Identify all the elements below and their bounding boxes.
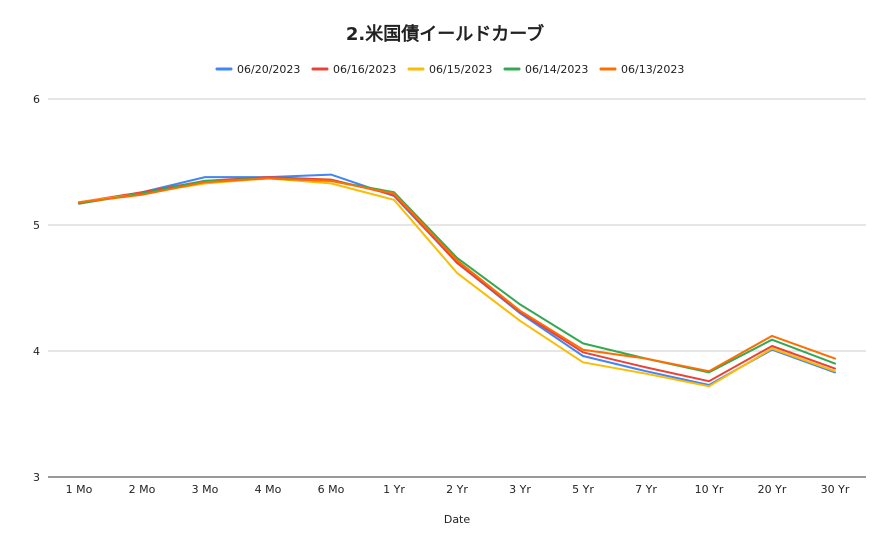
x-tick-label: 20 Yr xyxy=(758,483,787,496)
x-tick-label: 2 Yr xyxy=(446,483,468,496)
y-tick-label: 4 xyxy=(33,345,40,358)
series-line-0[interactable] xyxy=(78,173,836,386)
x-tick-label: 4 Mo xyxy=(255,483,282,496)
legend-label: 06/13/2023 xyxy=(621,63,684,76)
y-tick-label: 6 xyxy=(33,93,40,106)
x-tick-label: 3 Yr xyxy=(509,483,531,496)
x-tick-label: 30 Yr xyxy=(821,483,850,496)
series-line-3[interactable] xyxy=(78,177,836,374)
x-tick-label: 3 Mo xyxy=(192,483,219,496)
gridlines xyxy=(48,98,866,478)
legend-label: 06/20/2023 xyxy=(237,63,300,76)
legend-item[interactable]: 06/20/2023 xyxy=(215,63,300,76)
legend: 06/20/2023 06/16/2023 06/15/2023 06/14/2023… xyxy=(215,63,684,76)
x-tick-label: 5 Yr xyxy=(572,483,594,496)
legend-item[interactable]: 06/13/2023 xyxy=(599,63,684,76)
legend-label: 06/16/2023 xyxy=(333,63,396,76)
legend-label: 06/15/2023 xyxy=(429,63,492,76)
y-tick-label: 3 xyxy=(33,471,40,484)
chart-title: 2.米国債イールドカーブ xyxy=(346,23,544,45)
x-axis-title: Date xyxy=(444,513,471,526)
legend-item[interactable]: 06/14/2023 xyxy=(503,63,588,76)
legend-label: 06/14/2023 xyxy=(525,63,588,76)
y-axis-ticks: 3 4 5 6 xyxy=(33,93,40,484)
x-tick-label: 1 Yr xyxy=(383,483,405,496)
x-tick-label: 7 Yr xyxy=(635,483,657,496)
series-line-2[interactable] xyxy=(78,177,836,388)
legend-item[interactable]: 06/16/2023 xyxy=(311,63,396,76)
y-tick-label: 5 xyxy=(33,219,40,232)
series-lines xyxy=(78,173,836,388)
x-tick-label: 2 Mo xyxy=(129,483,156,496)
x-tick-label: 6 Mo xyxy=(318,483,345,496)
legend-item[interactable]: 06/15/2023 xyxy=(407,63,492,76)
x-tick-label: 1 Mo xyxy=(66,483,93,496)
x-axis-ticks: 1 Mo 2 Mo 3 Mo 4 Mo 6 Mo 1 Yr 2 Yr 3 Yr 5 Yr 7 Yr… xyxy=(66,483,850,496)
series-line-4[interactable] xyxy=(78,177,836,373)
x-tick-label: 10 Yr xyxy=(695,483,724,496)
